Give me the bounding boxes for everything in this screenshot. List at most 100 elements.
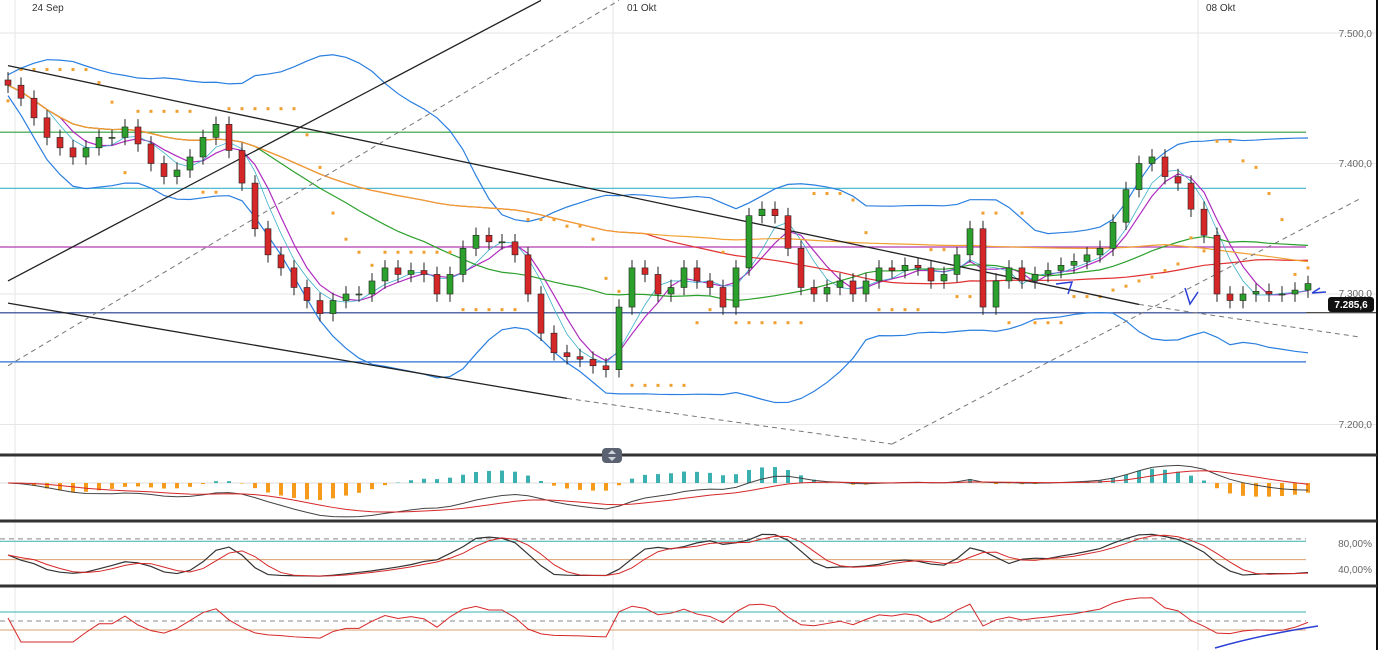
psar-dot	[955, 295, 959, 299]
psar-dot	[357, 250, 361, 254]
sma-longer	[7, 84, 1309, 263]
macd-histogram-bar	[773, 467, 777, 483]
candle-body	[875, 267, 883, 282]
psar-dot	[19, 68, 23, 72]
trend-line	[7, 64, 1140, 306]
candle-body	[368, 280, 376, 295]
psar-dot	[500, 308, 504, 312]
macd-histogram-bar	[279, 483, 283, 496]
psar-dot	[734, 321, 738, 325]
macd-histogram-bar	[435, 479, 439, 483]
macd-histogram-bar	[266, 483, 270, 493]
candle-body	[186, 156, 194, 171]
candle-body	[667, 287, 675, 295]
macd-histogram-bar	[409, 480, 413, 483]
horizontal-levels[interactable]	[0, 131, 1377, 363]
psar-dot	[162, 109, 166, 113]
candle-body	[316, 300, 324, 314]
last-price-badge	[1328, 297, 1374, 312]
macd-histogram-bar	[1293, 483, 1297, 495]
psar-dot	[695, 321, 699, 325]
bollinger-lower	[7, 95, 1309, 404]
candle-body	[1083, 254, 1091, 262]
psar-dot	[1241, 159, 1245, 163]
y-tick: 7.300,0	[1339, 289, 1373, 300]
psar-dot	[513, 308, 517, 312]
macd-histogram-bar	[578, 483, 582, 490]
psar-dot	[1202, 249, 1206, 253]
psar-dot	[656, 383, 660, 387]
macd-histogram-bar	[760, 467, 764, 483]
psar-dot	[331, 211, 335, 215]
psar-dot	[1189, 236, 1193, 240]
psar-dot	[487, 308, 491, 312]
macd-histogram-bar	[227, 481, 231, 483]
psar-dot	[747, 321, 751, 325]
price-axis[interactable]: 7.500,0 7.400,0 7.300,0 7.200,0 7.285,6 …	[1328, 29, 1374, 576]
psar-dot	[32, 68, 36, 72]
macd-histogram-bar	[1228, 483, 1232, 494]
annotation-stroke	[1184, 287, 1199, 306]
psar-dot	[461, 308, 465, 312]
psar-dot	[1163, 269, 1167, 273]
candle-body	[30, 97, 38, 119]
macd-histogram-bar	[318, 483, 322, 501]
candle-body	[537, 293, 545, 334]
psar-dot	[890, 308, 894, 312]
candle-body	[797, 248, 805, 288]
macd-histogram-bar	[552, 483, 556, 486]
macd-histogram-bar	[422, 478, 426, 483]
psar-dot	[188, 109, 192, 113]
candle-body	[381, 267, 389, 282]
stoch-d-line	[7, 534, 1309, 577]
psar-dot	[929, 248, 933, 252]
macd-histogram-bar	[1176, 471, 1180, 483]
candle-body	[979, 228, 987, 308]
macd-histogram-bar	[1267, 483, 1271, 497]
macd-histogram-bar	[370, 483, 374, 490]
psar-dot	[474, 308, 478, 312]
macd-histogram-bar	[461, 474, 465, 483]
candle-body	[953, 254, 961, 275]
macd-line	[7, 464, 1309, 518]
candle-body	[446, 274, 454, 295]
candle-body	[199, 137, 207, 158]
psar-dot	[253, 107, 257, 111]
candle-body	[745, 215, 753, 269]
macd-histogram-bar	[305, 483, 309, 500]
trend-line	[7, 0, 620, 367]
macd-histogram-bar	[84, 483, 88, 492]
psar-dot	[578, 224, 582, 228]
psar-dot	[1176, 262, 1180, 266]
macd-histogram-bar	[149, 483, 153, 488]
psar-dot	[214, 190, 218, 194]
macd-histogram-bar	[292, 483, 296, 498]
macd-histogram-bar	[474, 471, 478, 483]
psar-dot	[565, 224, 569, 228]
psar-dot	[6, 99, 10, 103]
psar-dot	[825, 192, 829, 196]
psar-dot	[1124, 284, 1128, 288]
macd-histogram-bar	[448, 477, 452, 483]
psar-dot	[1046, 321, 1050, 325]
macd-histogram-bar	[58, 483, 62, 491]
trend-lines[interactable]	[7, 0, 1361, 445]
candle-body	[277, 254, 285, 269]
candle-body	[1018, 267, 1026, 282]
psar-dot	[201, 190, 205, 194]
candle-body	[433, 274, 441, 295]
panel-resize-handle[interactable]	[602, 448, 622, 463]
psar-dot	[812, 192, 816, 196]
annotation-stroke	[1214, 625, 1319, 649]
candle-body	[290, 267, 298, 288]
candle-body	[1109, 221, 1117, 249]
macd-histogram-bar	[708, 472, 712, 483]
candle-body	[550, 332, 558, 354]
psar-dot	[396, 250, 400, 254]
candle-body	[914, 264, 922, 269]
macd-histogram-bar	[591, 483, 595, 491]
psar-dot	[552, 218, 556, 222]
psar-dot	[175, 109, 179, 113]
candle-body	[56, 137, 64, 149]
